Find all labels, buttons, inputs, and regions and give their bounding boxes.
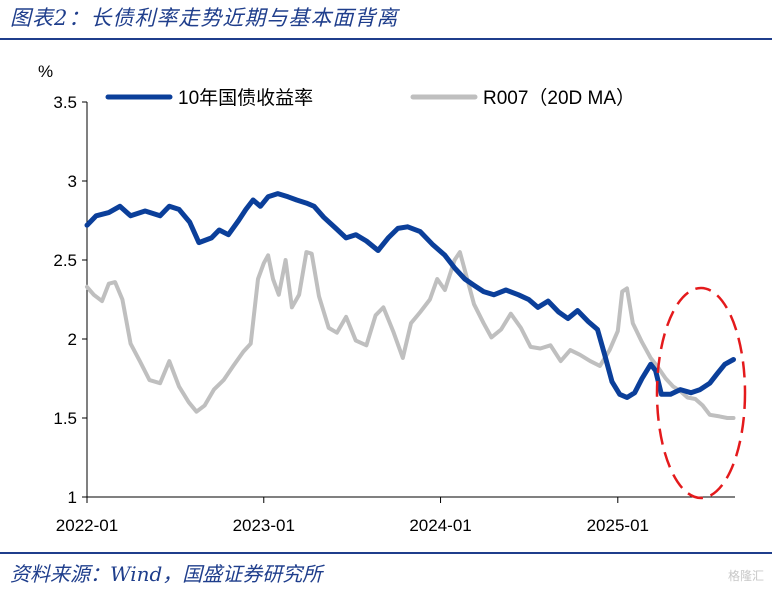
bottom-rule <box>0 552 772 554</box>
source-note: 资料来源：Wind，国盛证券研究所 <box>10 562 323 586</box>
top-rule <box>0 38 772 40</box>
divergence-ellipse <box>655 286 747 500</box>
y-tick-label: 2 <box>68 330 77 349</box>
chart: % 1 1.5 2 2.5 3 3.5 2022-01 2023-01 2024-01 2025-0… <box>38 62 747 535</box>
y-tick-label: 1.5 <box>53 409 77 428</box>
y-axis-unit-label: % <box>38 62 53 81</box>
y-tick-label: 2.5 <box>53 251 77 270</box>
watermark: 格隆汇 <box>727 569 764 583</box>
y-tick-label: 3.5 <box>53 93 77 112</box>
axes: % 1 1.5 2 2.5 3 3.5 2022-01 2023-01 2024-01 2025-0… <box>38 62 735 535</box>
x-tick-label: 2025-01 <box>587 516 649 535</box>
y-tick-label: 3 <box>68 172 77 191</box>
y-tick-label: 1 <box>68 488 77 507</box>
series-line-r007 <box>85 250 736 420</box>
legend: 10年国债收益率 R007（20D MA） <box>105 87 635 109</box>
annotation-layer <box>655 286 747 500</box>
x-tick-label: 2024-01 <box>409 516 471 535</box>
x-tick-label: 2022-01 <box>56 516 118 535</box>
x-tick-label: 2023-01 <box>233 516 295 535</box>
series-layer <box>84 191 736 420</box>
series-line-10y-yield <box>84 191 736 400</box>
legend-label: 10年国债收益率 <box>178 87 313 109</box>
legend-label: R007（20D MA） <box>483 87 635 109</box>
chart-title: 图表2：长债利率走势近期与基本面背离 <box>10 6 399 30</box>
